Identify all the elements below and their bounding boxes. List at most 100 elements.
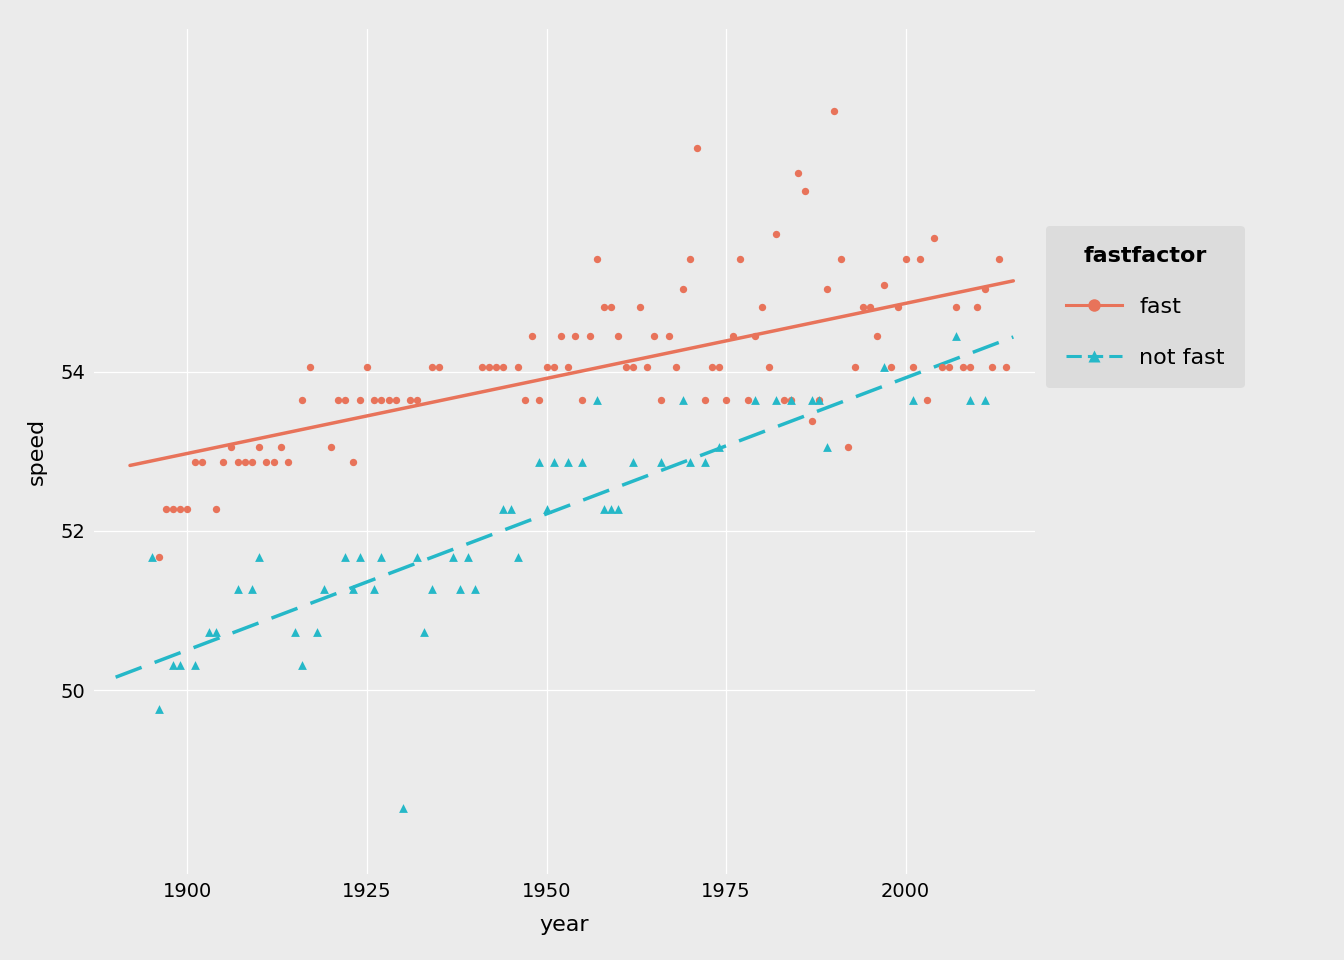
Point xyxy=(536,359,558,374)
Point xyxy=(823,104,844,119)
Point xyxy=(493,501,515,516)
Point xyxy=(586,393,607,408)
Point xyxy=(528,454,550,469)
Point xyxy=(794,183,816,199)
Point xyxy=(543,454,564,469)
Point xyxy=(788,165,809,180)
Point xyxy=(328,393,349,408)
Point xyxy=(665,359,687,374)
Point xyxy=(974,281,996,297)
Point xyxy=(622,454,644,469)
Point xyxy=(859,300,880,315)
Point xyxy=(672,281,694,297)
Point xyxy=(694,393,715,408)
Point xyxy=(702,359,723,374)
Point xyxy=(292,393,313,408)
Point xyxy=(234,454,255,469)
Point xyxy=(349,393,371,408)
Point xyxy=(766,393,788,408)
Point xyxy=(472,359,493,374)
Point xyxy=(902,393,923,408)
Point xyxy=(363,393,384,408)
Point xyxy=(155,501,176,516)
Point xyxy=(902,359,923,374)
Point xyxy=(622,359,644,374)
Point xyxy=(809,393,831,408)
Point xyxy=(292,657,313,672)
Point xyxy=(427,359,449,374)
Point xyxy=(953,359,974,374)
Point xyxy=(895,252,917,267)
Point xyxy=(363,582,384,597)
Point xyxy=(191,454,212,469)
Point xyxy=(960,359,981,374)
Point xyxy=(974,393,996,408)
Point xyxy=(558,454,579,469)
Point xyxy=(880,359,902,374)
Point xyxy=(801,413,823,428)
Point xyxy=(874,359,895,374)
Point xyxy=(996,359,1017,374)
Point xyxy=(586,252,607,267)
Point xyxy=(629,300,650,315)
Point xyxy=(478,359,500,374)
Point xyxy=(780,393,801,408)
Point xyxy=(421,582,442,597)
Point xyxy=(966,300,988,315)
Point xyxy=(543,359,564,374)
Point xyxy=(384,393,406,408)
Point xyxy=(923,230,945,246)
Point xyxy=(349,549,371,564)
Point xyxy=(809,393,831,408)
Point xyxy=(320,440,341,455)
Point xyxy=(816,440,837,455)
Point xyxy=(507,359,528,374)
Point xyxy=(945,300,966,315)
Point xyxy=(206,624,227,639)
Point xyxy=(708,359,730,374)
Point xyxy=(249,440,270,455)
Point xyxy=(220,440,242,455)
Point xyxy=(723,328,745,344)
Point xyxy=(464,582,485,597)
Point xyxy=(227,582,249,597)
Point xyxy=(751,300,773,315)
Point xyxy=(148,549,169,564)
Point xyxy=(515,393,536,408)
Point xyxy=(306,624,328,639)
Point xyxy=(601,501,622,516)
Point xyxy=(176,501,198,516)
Point xyxy=(614,359,636,374)
Point xyxy=(687,140,708,156)
Point xyxy=(442,549,464,564)
Point xyxy=(406,393,427,408)
Point xyxy=(270,440,292,455)
Point xyxy=(745,328,766,344)
Point xyxy=(708,440,730,455)
Point xyxy=(371,549,392,564)
Point xyxy=(242,454,263,469)
Point xyxy=(571,393,593,408)
Y-axis label: speed: speed xyxy=(27,418,47,485)
Point xyxy=(206,501,227,516)
Point xyxy=(801,393,823,408)
Point xyxy=(816,281,837,297)
Point xyxy=(285,624,306,639)
Point xyxy=(866,328,887,344)
Point xyxy=(730,252,751,267)
Point xyxy=(141,549,163,564)
Point xyxy=(528,393,550,408)
Point xyxy=(313,582,335,597)
Point xyxy=(571,454,593,469)
Point xyxy=(650,454,672,469)
Point xyxy=(931,359,953,374)
Point xyxy=(169,501,191,516)
Point xyxy=(169,657,191,672)
Point xyxy=(607,501,629,516)
Point xyxy=(680,252,702,267)
Point xyxy=(758,359,780,374)
Point xyxy=(184,454,206,469)
Point xyxy=(277,454,298,469)
Point xyxy=(564,328,586,344)
Point xyxy=(981,359,1003,374)
